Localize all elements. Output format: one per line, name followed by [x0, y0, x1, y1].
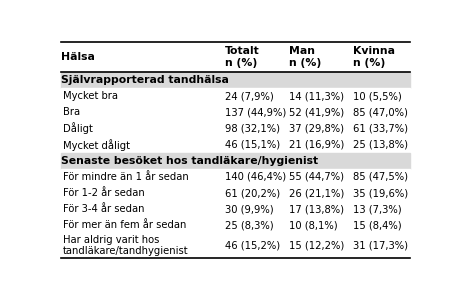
- Text: 25 (13,8%): 25 (13,8%): [353, 140, 408, 150]
- Bar: [61, 185, 409, 201]
- Text: 21 (16,9%): 21 (16,9%): [289, 140, 344, 150]
- Text: Mycket dåligt: Mycket dåligt: [63, 139, 129, 151]
- Text: 31 (17,3%): 31 (17,3%): [353, 241, 408, 251]
- Text: 85 (47,5%): 85 (47,5%): [353, 172, 408, 182]
- Text: 137 (44,9%): 137 (44,9%): [224, 107, 285, 117]
- Text: 61 (20,2%): 61 (20,2%): [224, 188, 280, 198]
- Text: Totalt
n (%): Totalt n (%): [224, 46, 259, 68]
- Bar: [61, 88, 409, 104]
- Bar: [61, 217, 409, 233]
- Text: 30 (9,9%): 30 (9,9%): [224, 204, 273, 214]
- Text: 10 (5,5%): 10 (5,5%): [353, 91, 401, 101]
- Bar: [61, 137, 409, 153]
- Bar: [61, 169, 409, 185]
- Bar: [61, 104, 409, 120]
- Bar: [61, 153, 409, 169]
- Text: 13 (7,3%): 13 (7,3%): [353, 204, 401, 214]
- Text: 15 (8,4%): 15 (8,4%): [353, 220, 401, 230]
- Text: 140 (46,4%): 140 (46,4%): [224, 172, 285, 182]
- Text: 14 (11,3%): 14 (11,3%): [289, 91, 343, 101]
- Text: 10 (8,1%): 10 (8,1%): [289, 220, 337, 230]
- Bar: [61, 120, 409, 137]
- Text: 98 (32,1%): 98 (32,1%): [224, 124, 280, 134]
- Text: Dåligt: Dåligt: [63, 123, 93, 135]
- Text: 26 (21,1%): 26 (21,1%): [289, 188, 344, 198]
- Text: 25 (8,3%): 25 (8,3%): [224, 220, 273, 230]
- Text: Självrapporterad tandhälsa: Självrapporterad tandhälsa: [61, 75, 229, 85]
- Text: 46 (15,2%): 46 (15,2%): [224, 241, 280, 251]
- Text: 55 (44,7%): 55 (44,7%): [289, 172, 343, 182]
- Text: 52 (41,9%): 52 (41,9%): [289, 107, 344, 117]
- Text: Bra: Bra: [63, 107, 80, 117]
- Text: För mindre än 1 år sedan: För mindre än 1 år sedan: [63, 172, 188, 182]
- Text: 46 (15,1%): 46 (15,1%): [224, 140, 280, 150]
- Bar: [61, 42, 409, 72]
- Text: För 1-2 år sedan: För 1-2 år sedan: [63, 188, 144, 198]
- Text: Mycket bra: Mycket bra: [63, 91, 118, 101]
- Text: Har aldrig varit hos
tandläkare/tandhygienist: Har aldrig varit hos tandläkare/tandhygi…: [63, 235, 188, 256]
- Text: 17 (13,8%): 17 (13,8%): [289, 204, 343, 214]
- Bar: [61, 201, 409, 217]
- Bar: [61, 72, 409, 88]
- Text: Hälsa: Hälsa: [61, 52, 95, 62]
- Bar: [61, 233, 409, 258]
- Text: För 3-4 år sedan: För 3-4 år sedan: [63, 204, 144, 214]
- Text: Man
n (%): Man n (%): [289, 46, 321, 68]
- Text: 35 (19,6%): 35 (19,6%): [353, 188, 408, 198]
- Text: Senaste besöket hos tandläkare/hygienist: Senaste besöket hos tandläkare/hygienist: [61, 156, 318, 166]
- Text: 15 (12,2%): 15 (12,2%): [289, 241, 344, 251]
- Text: 61 (33,7%): 61 (33,7%): [353, 124, 408, 134]
- Text: För mer än fem år sedan: För mer än fem år sedan: [63, 220, 186, 230]
- Text: 37 (29,8%): 37 (29,8%): [289, 124, 343, 134]
- Text: 24 (7,9%): 24 (7,9%): [224, 91, 273, 101]
- Text: 85 (47,0%): 85 (47,0%): [353, 107, 408, 117]
- Text: Kvinna
n (%): Kvinna n (%): [353, 46, 395, 68]
